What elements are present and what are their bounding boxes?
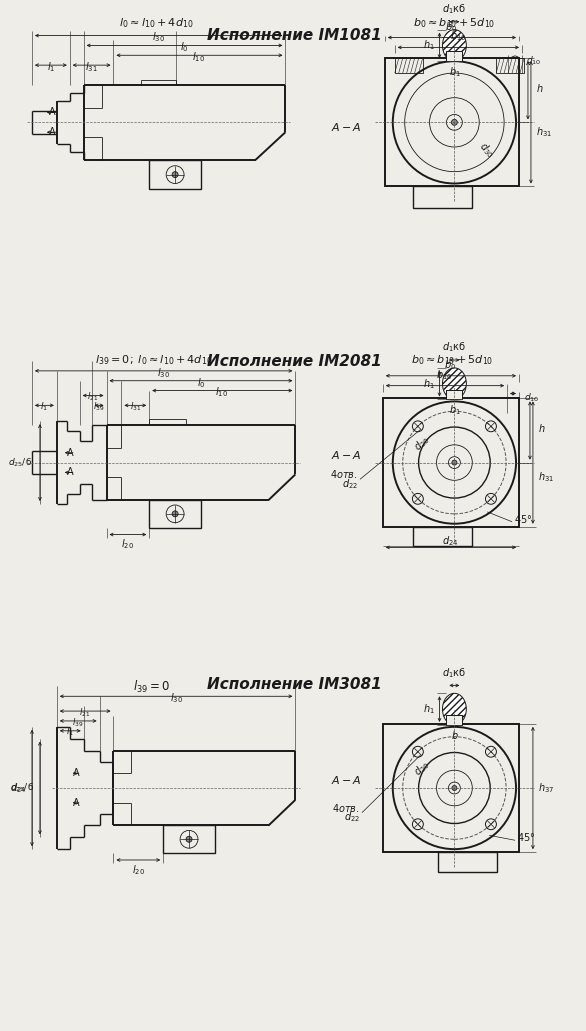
Circle shape [172,171,178,177]
Text: $b_0$: $b_0$ [444,358,456,372]
Ellipse shape [442,693,466,725]
Bar [447,52,462,61]
Text: $l_0$: $l_0$ [197,375,205,390]
Text: $l_{39}=0$: $l_{39}=0$ [132,678,170,695]
Text: $d_{24}$: $d_{24}$ [442,534,459,548]
Text: $l_{31}$: $l_{31}$ [130,400,141,413]
Text: A: A [66,467,73,477]
Text: Исполнение IM1081: Исполнение IM1081 [207,28,381,42]
Text: $l_{21}$: $l_{21}$ [87,391,98,403]
Text: $l_{30}$: $l_{30}$ [156,366,169,379]
Text: $l_{31}$: $l_{31}$ [86,60,98,74]
Text: $l_{20}$: $l_{20}$ [132,863,145,876]
Text: $h_1$: $h_1$ [423,376,435,391]
Text: $4отв.$: $4отв.$ [332,802,360,813]
Bar [395,58,423,73]
Text: $4отв.$: $4отв.$ [331,468,358,480]
Ellipse shape [442,30,466,61]
Text: $h_{31}$: $h_{31}$ [536,126,552,139]
Text: $h_{37}$: $h_{37}$ [538,781,554,795]
Text: $b$: $b$ [451,729,458,741]
Text: $b_{10}$: $b_{10}$ [450,30,466,43]
Text: $d_{25}$/б: $d_{25}$/б [8,457,32,469]
Bar [447,716,462,725]
Text: $l_0$: $l_0$ [180,40,188,55]
Text: $45°$: $45°$ [514,512,532,525]
Text: $b_0 \approx b_{10} + 5d_{10}$: $b_0 \approx b_{10} + 5d_{10}$ [413,15,496,30]
Text: $h$: $h$ [536,81,543,94]
Text: $b_1$: $b_1$ [448,403,460,418]
Text: $A-A$: $A-A$ [331,122,362,133]
Text: $h$: $h$ [538,422,546,434]
Bar [163,826,215,853]
Text: $d_{20}$: $d_{20}$ [411,432,432,454]
Bar [413,187,472,208]
Circle shape [451,120,458,126]
Text: $d_{22}$: $d_{22}$ [342,477,358,491]
Text: $d_1$кб: $d_1$кб [442,2,466,15]
Text: $l_1$: $l_1$ [40,400,48,413]
Text: $b_0$: $b_0$ [445,20,458,34]
Text: $l_{30}$: $l_{30}$ [152,31,165,44]
Bar [413,527,472,546]
Text: $d_{30}$: $d_{30}$ [476,139,498,161]
Text: $d_{22}$: $d_{22}$ [344,810,360,825]
Bar [149,500,201,528]
Circle shape [186,836,192,842]
Text: $l_{30}$: $l_{30}$ [169,692,183,705]
Text: $l_{39}=0; \; l_0 \approx l_{10} + 4d_{10}$: $l_{39}=0; \; l_0 \approx l_{10} + 4d_{1… [94,353,212,367]
Text: A: A [73,768,80,778]
Text: $l_{10}$: $l_{10}$ [215,386,229,399]
Text: $d_1$кб: $d_1$кб [442,340,466,354]
Text: $l_{21}$: $l_{21}$ [79,706,90,719]
Text: Исполнение IM2081: Исполнение IM2081 [207,354,381,369]
Text: $l_{39}$: $l_{39}$ [93,400,104,413]
Text: $d_{20}$: $d_{20}$ [411,758,432,779]
Circle shape [172,511,178,517]
Text: $h_1$: $h_1$ [423,702,435,716]
Text: A: A [73,798,80,808]
Bar [447,390,462,399]
Bar [383,398,519,527]
Bar [496,58,524,73]
Text: $A-A$: $A-A$ [331,448,362,461]
Text: $A-A$: $A-A$ [331,774,362,786]
Text: $d_{10}$: $d_{10}$ [526,55,541,67]
Circle shape [452,460,457,465]
Text: $d_{10}$: $d_{10}$ [524,391,539,404]
Text: A: A [49,127,55,137]
Bar [383,724,519,852]
Text: $d_1$кб: $d_1$кб [442,666,466,679]
Text: $h_1$: $h_1$ [423,38,435,53]
Text: Исполнение IM3081: Исполнение IM3081 [207,676,381,692]
Text: $l_{10}$: $l_{10}$ [192,51,206,64]
Bar [385,58,519,187]
Text: A: A [49,107,55,118]
Bar [149,160,201,190]
Text: $d_{25}$/б: $d_{25}$/б [10,781,34,794]
Text: $l_1$: $l_1$ [47,60,55,74]
Bar [438,852,497,872]
Text: $45°$: $45°$ [517,831,535,843]
Ellipse shape [442,368,466,399]
Text: $l_0 \approx l_{10} + 4d_{10}$: $l_0 \approx l_{10} + 4d_{10}$ [119,15,193,30]
Text: $h_{31}$: $h_{31}$ [538,470,554,485]
Text: $b_1$: $b_1$ [448,65,460,79]
Text: A: A [66,447,73,458]
Circle shape [452,786,457,791]
Text: $l_{20}$: $l_{20}$ [121,537,134,552]
Text: $d_{24}$: $d_{24}$ [9,781,26,795]
Text: $b_0 \approx b_{10} + 5d_{10}$: $b_0 \approx b_{10} + 5d_{10}$ [411,353,493,367]
Text: $b_{10}$: $b_{10}$ [436,368,452,381]
Text: $l_1$: $l_1$ [66,726,74,738]
Text: $l_{39}$: $l_{39}$ [72,716,83,729]
